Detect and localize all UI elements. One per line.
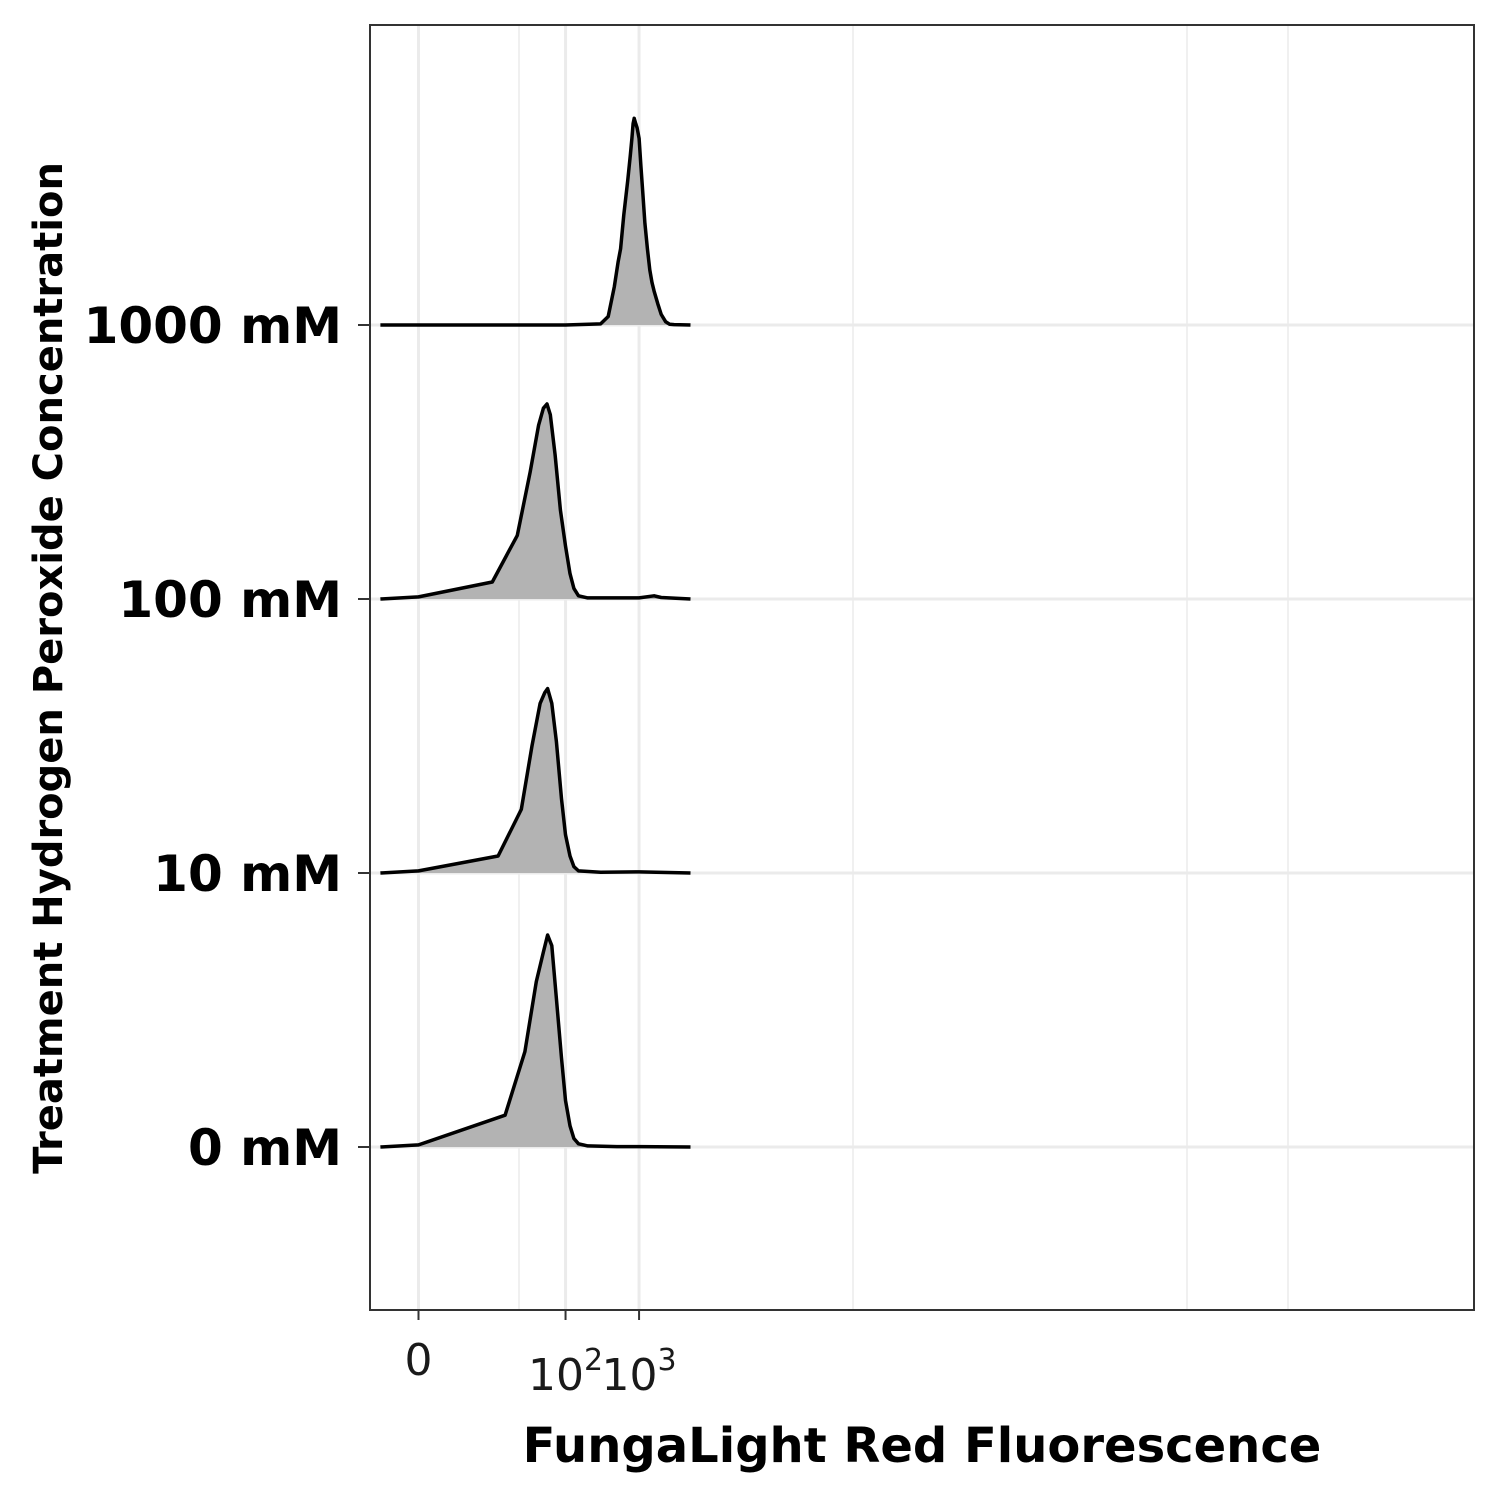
ridge-fill bbox=[380, 688, 691, 873]
ridge-0-mm bbox=[380, 933, 691, 1149]
plot-border bbox=[369, 24, 1475, 1311]
y-tick-labels: 0 mM 10 mM 100 mM 1000 mM bbox=[84, 297, 342, 1177]
y-tick-label: 1000 mM bbox=[84, 297, 342, 355]
ridge-fill bbox=[380, 935, 691, 1147]
y-tick-label: 100 mM bbox=[118, 571, 342, 629]
ridge-10-mm bbox=[380, 686, 691, 875]
ridge-100-mm bbox=[380, 402, 691, 601]
x-tick-label: 103 bbox=[602, 1343, 677, 1401]
axis-ticks bbox=[358, 324, 641, 1320]
y-tick-label: 0 mM bbox=[188, 1119, 342, 1177]
ridge-line bbox=[380, 686, 691, 875]
x-tick-label: 102 bbox=[528, 1343, 603, 1401]
x-tick-label: 0 bbox=[405, 1335, 433, 1386]
density-ridges bbox=[380, 116, 691, 1149]
ridge-fill bbox=[380, 404, 691, 599]
x-axis-title: FungaLight Red Fluorescence bbox=[523, 1418, 1322, 1474]
ridge-line bbox=[380, 402, 691, 601]
ridge-1000-mm bbox=[380, 116, 691, 327]
ridge-line bbox=[380, 933, 691, 1149]
ridge-line bbox=[380, 116, 691, 327]
ridge-fill bbox=[380, 118, 691, 325]
y-tick-label: 10 mM bbox=[153, 845, 342, 903]
y-axis-title: Treatment Hydrogen Peroxide Concentratio… bbox=[26, 162, 72, 1174]
